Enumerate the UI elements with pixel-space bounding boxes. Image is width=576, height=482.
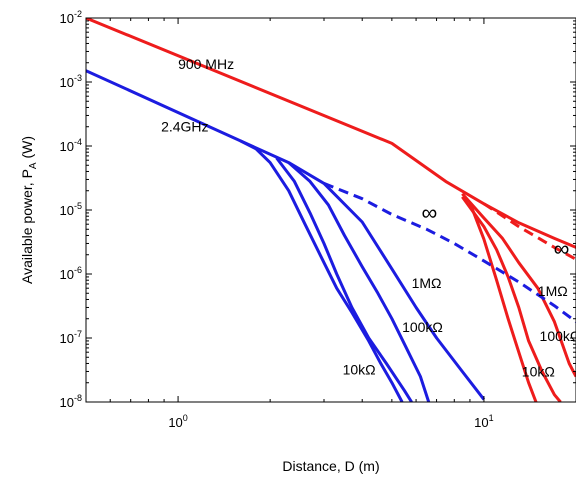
infinity-annotation: ∞ [554,236,570,261]
y-tick-label-base: 10 [60,11,74,26]
series-annotation: 1MΩ [538,283,568,299]
y-axis-label-unit: (W) [19,136,35,162]
series-line-blue-dashed-7 [323,182,576,323]
y-tick-label: 10-3 [60,73,82,90]
series-annotation: 10kΩ [343,361,376,377]
series-line-blue-solid-6 [86,69,486,401]
series-line-red-solid-4 [461,196,562,402]
y-tick-label-base: 10 [60,75,74,90]
y-tick-label-exp: -3 [74,73,82,83]
y-axis-label-main: Available power, P [19,169,35,284]
x-tick-label: 100 [168,413,187,430]
y-tick-label: 10-8 [60,393,82,410]
y-axis-label: Available power, PA (W) [19,136,39,284]
x-axis-label: Distance, D (m) [282,458,379,474]
x-tick-label-exp: 1 [489,413,494,423]
y-tick-label: 10-2 [60,9,82,26]
y-tick-label-base: 10 [60,203,74,218]
series-line-blue-solid-10 [239,139,404,402]
x-tick-label-base: 10 [168,415,182,430]
y-tick-label-base: 10 [60,331,74,346]
y-tick-label-exp: -5 [74,201,82,211]
x-tick-label: 101 [474,413,493,430]
infinity-annotation: ∞ [421,200,437,225]
y-tick-label: 10-6 [60,265,82,282]
x-tick-label-base: 10 [474,415,488,430]
y-tick-label-exp: -2 [74,9,82,19]
series-annotation: 1MΩ [412,275,442,291]
series-line-red-solid-5 [468,202,538,402]
y-tick-label-exp: -7 [74,329,82,339]
y-tick-label-base: 10 [60,139,74,154]
y-tick-label-base: 10 [60,267,74,282]
series-line-red-solid-3 [461,192,576,378]
y-tick-label-exp: -6 [74,265,82,275]
y-axis-label-sub: A [28,162,39,169]
series-line-red-dashed-2 [483,202,576,261]
y-tick-label-exp: -8 [74,393,82,403]
y-tick-label: 10-7 [60,329,82,346]
y-tick-label: 10-5 [60,201,82,218]
x-tick-label-exp: 0 [183,413,188,423]
series-annotation: 100kΩ [402,319,443,335]
series-annotation: 900 MHz [178,56,234,72]
series-line-blue-solid-9 [275,157,413,402]
y-tick-label-base: 10 [60,395,74,410]
series-annotation: 10kΩ [522,364,555,380]
y-tick-label-exp: -4 [74,137,82,147]
series-annotation: 2.4GHz [161,118,208,134]
y-tick-label: 10-4 [60,137,82,154]
series-annotation: 100kΩ [540,328,576,344]
series-line-blue-solid-8 [287,161,431,402]
